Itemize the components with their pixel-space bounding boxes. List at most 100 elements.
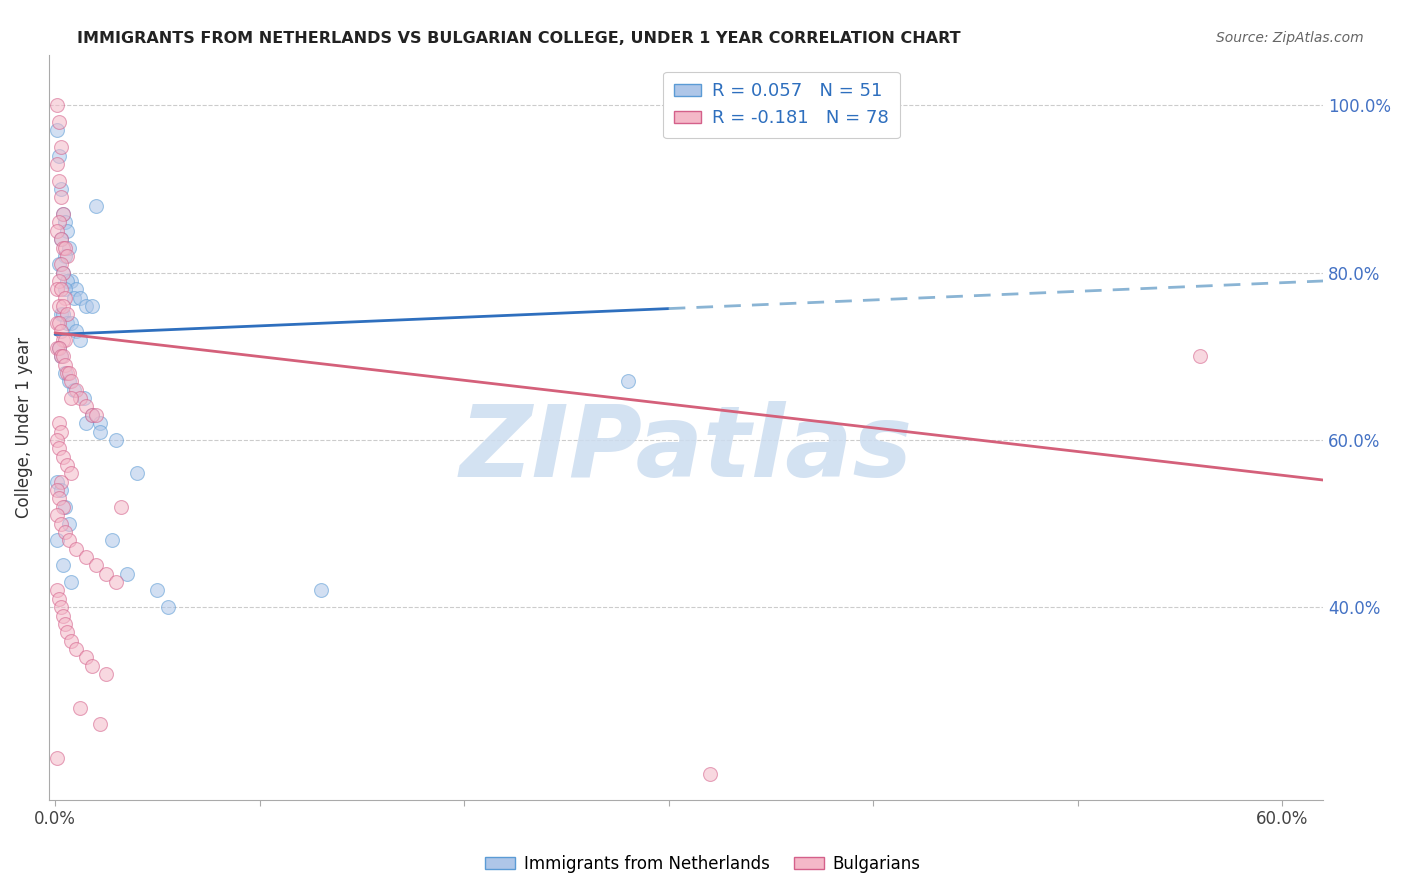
Point [48,316,70,330]
Point [51,516,73,531]
Point [62,291,84,305]
Point [80,408,103,422]
Point [48,115,70,129]
Point [51,349,73,363]
Point [58,375,80,389]
Point [65,282,87,296]
Point [53,249,76,263]
Point [80,299,103,313]
Point [53,524,76,539]
Point [53,500,76,514]
Point [60,391,83,405]
Point [46,123,69,137]
Point [46,583,69,598]
Point [51,324,73,338]
Point [96,566,118,581]
Point [52,299,75,313]
Point [46,316,69,330]
Point [48,274,70,288]
Text: Source: ZipAtlas.com: Source: ZipAtlas.com [1216,31,1364,45]
Point [69,333,91,347]
Point [105,575,128,590]
Point [51,140,73,154]
Point [75,650,97,665]
Point [46,282,69,296]
Point [52,558,75,573]
Point [115,566,138,581]
Point [51,307,73,321]
Point [51,232,73,246]
Point [146,583,169,598]
Point [52,207,75,221]
Point [53,333,76,347]
Point [69,291,91,305]
Point [75,400,97,414]
Point [84,199,107,213]
Point [101,533,124,548]
Point [51,483,73,497]
Point [52,207,75,221]
Point [75,549,97,564]
Point [53,366,76,380]
Point [56,625,79,640]
Point [51,190,73,204]
Point [46,533,69,548]
Point [48,215,70,229]
Point [89,425,111,439]
Point [52,500,75,514]
Point [51,600,73,615]
Text: ZIPatlas: ZIPatlas [460,401,912,498]
Point [52,266,75,280]
Point [46,483,69,497]
Point [73,391,96,405]
Point [46,433,69,447]
Point [309,583,332,598]
Point [48,148,70,162]
Point [58,516,80,531]
Point [156,600,179,615]
Point [616,375,638,389]
Point [56,249,79,263]
Point [46,475,69,489]
Point [75,299,97,313]
Point [62,383,84,397]
Point [52,266,75,280]
Point [58,366,80,380]
Point [51,182,73,196]
Point [46,750,69,764]
Point [60,316,83,330]
Point [60,467,83,481]
Point [51,257,73,271]
Point [46,341,69,355]
Point [84,408,107,422]
Point [48,257,70,271]
Point [56,458,79,472]
Point [53,291,76,305]
Point [46,508,69,523]
Point [56,366,79,380]
Point [65,324,87,338]
Point [105,433,128,447]
Point [51,475,73,489]
Point [56,224,79,238]
Point [58,240,80,254]
Point [56,274,79,288]
Point [69,700,91,714]
Point [56,307,79,321]
Point [96,667,118,681]
Point [75,416,97,430]
Legend: Immigrants from Netherlands, Bulgarians: Immigrants from Netherlands, Bulgarians [478,848,928,880]
Point [51,232,73,246]
Point [46,98,69,112]
Point [125,467,148,481]
Point [51,425,73,439]
Point [65,541,87,556]
Point [53,616,76,631]
Point [52,349,75,363]
Point [80,658,103,673]
Point [48,299,70,313]
Point [52,450,75,464]
Point [53,282,76,296]
Point [80,408,103,422]
Point [56,316,79,330]
